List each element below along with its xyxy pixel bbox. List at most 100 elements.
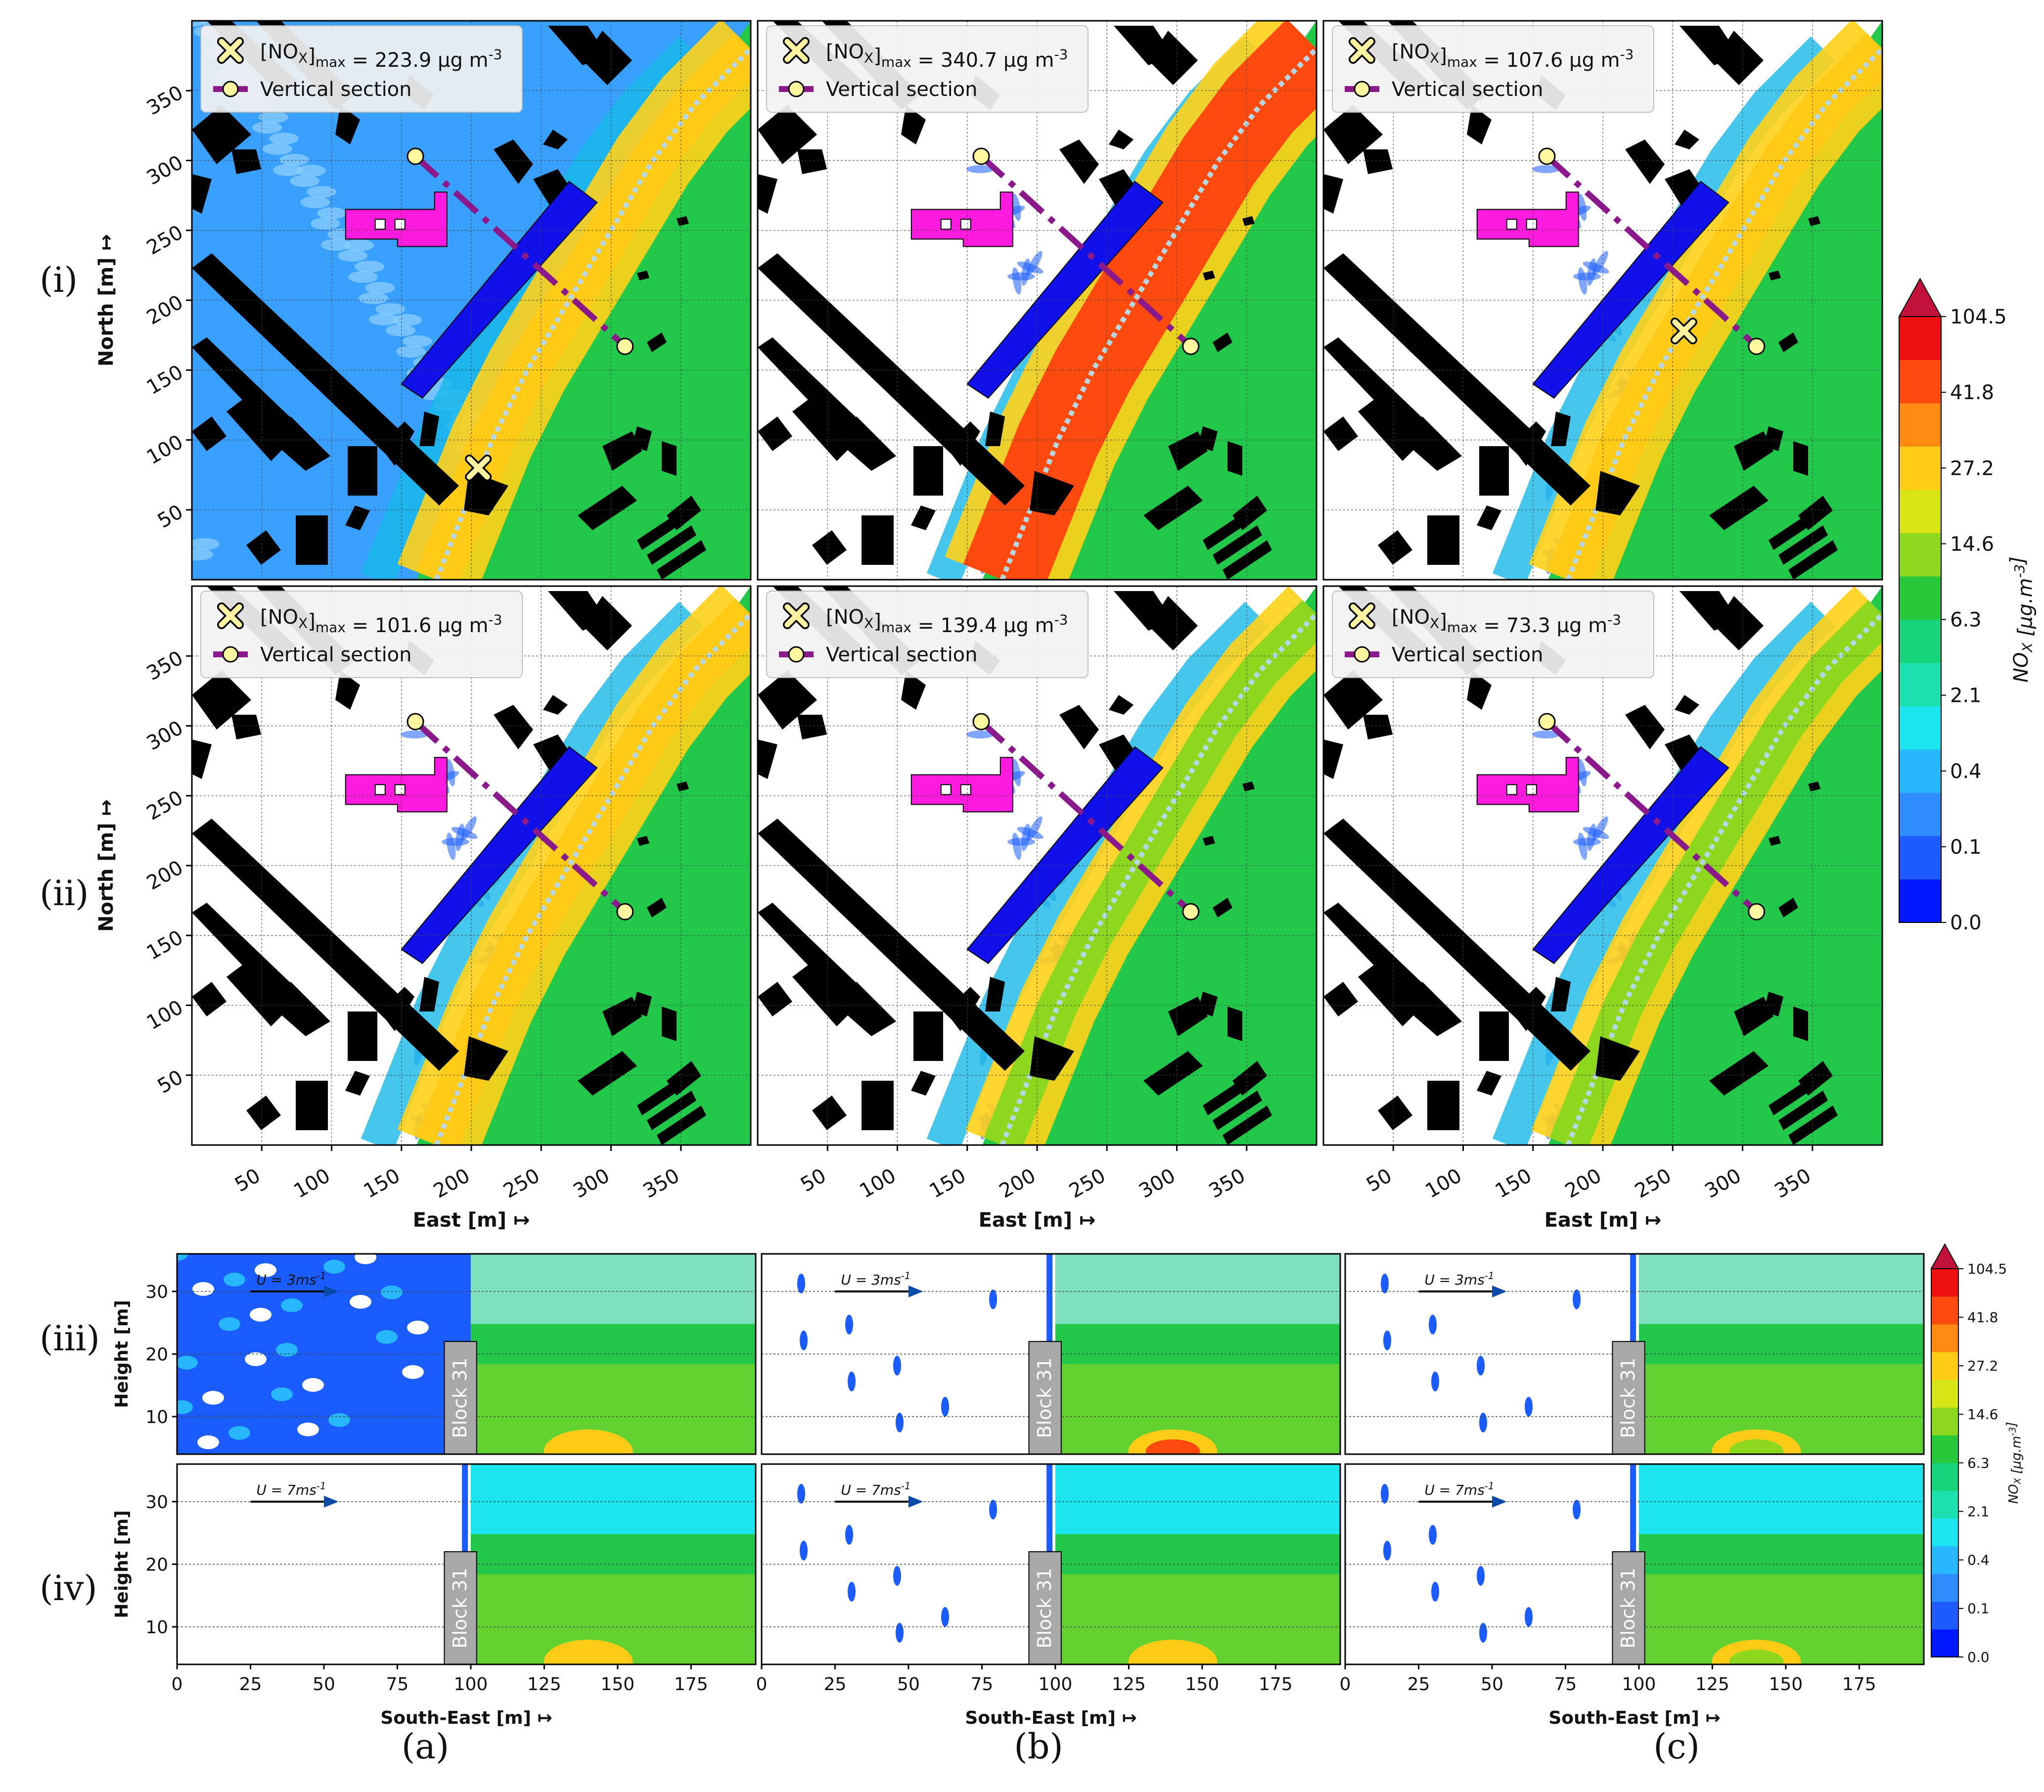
max-concentration-label: [NOX]max = 101.6 μg m-3: [260, 606, 502, 637]
text-run: ]: [873, 610, 881, 633]
x-tick-label: 100: [1421, 1164, 1465, 1203]
ground-hotspot-core: [1145, 1439, 1200, 1454]
section-legend-label: Vertical section: [826, 78, 978, 101]
map-speckle: [386, 324, 415, 336]
y-tick-label: 350: [143, 81, 187, 120]
block-31-building: [1612, 1341, 1645, 1454]
circle-line-marker-icon: [222, 646, 239, 663]
y-tick-label: 100: [143, 430, 187, 469]
x-tick-label: 150: [1492, 1164, 1536, 1203]
map-plot-area: [192, 586, 751, 1145]
map-speckle: [321, 239, 351, 251]
map-plot-area: [1323, 586, 1882, 1145]
colorbar-segment: [1899, 663, 1941, 706]
upwind-patch: [381, 1286, 403, 1299]
section-plot-area: Block 31 U = 3ms-1: [762, 1254, 1340, 1454]
y-tick-label: 300: [143, 151, 187, 189]
superscript: -1: [317, 1480, 326, 1492]
map-speckle: [311, 218, 340, 230]
wind-arrow-head: [323, 1495, 339, 1508]
column-labels: (a) (b) (c): [402, 1726, 1700, 1767]
colorbar-segment: [1899, 576, 1941, 620]
superscript: -3: [2007, 1427, 2018, 1436]
section-panel: Block 31 U = 7ms-1 0 25 50 75 100 125 150 175 Sout…: [756, 1463, 1341, 1728]
map-frame: [1322, 20, 1883, 581]
x-tick-label: 350: [1205, 1164, 1249, 1203]
max-marker: [466, 456, 490, 480]
x-marker-icon: [784, 604, 808, 628]
upwind-patch: [302, 1378, 324, 1392]
map-speckle: [348, 271, 378, 283]
x-tick-label: 25: [1408, 1674, 1430, 1695]
courtyard: [1526, 219, 1537, 230]
subscript: X: [1430, 49, 1439, 66]
colorbar-extension: [1898, 277, 1942, 317]
upwind-patch: [797, 1274, 805, 1293]
x-tick-label: 150: [1769, 1674, 1803, 1695]
wind-speed-label: U = 3ms-1: [256, 1270, 326, 1288]
upwind-patch: [845, 1315, 853, 1334]
text-run: [μg.m: [2009, 1436, 2024, 1478]
x-tick-label: 25: [239, 1674, 262, 1695]
x-tick-label: 75: [1554, 1674, 1577, 1695]
x-tick-label: 175: [674, 1674, 708, 1695]
section-panel: Block 31 U = 3ms-1: [1344, 1253, 1925, 1455]
vertical-section-line: [1544, 154, 1759, 349]
colorbar-tick-label: 0.0: [1950, 912, 1982, 934]
x-tick-label: 125: [527, 1674, 561, 1695]
superscript: -1: [317, 1270, 326, 1282]
y-tick-label: 20: [145, 1555, 168, 1575]
colorbar: 104.5 41.8 27.2 14.6 6.3 2.1 0.4 0.1 0.0 NOX [μg.…: [1930, 1243, 2024, 1665]
colorbar-label: NOX [μg.m-3]: [2004, 1422, 2024, 1504]
text-run: [NO: [826, 41, 864, 63]
upwind-patch: [1429, 1315, 1437, 1334]
courtyard: [960, 784, 971, 795]
colorbar-tick-label: 41.8: [1950, 381, 1994, 404]
map-filament: [1592, 251, 1608, 276]
x-marker-icon: [219, 39, 242, 62]
section-end-marker: [616, 337, 634, 355]
map-speckle: [344, 239, 374, 251]
y-tick-label: 30: [145, 1492, 168, 1513]
x-tick-label: 250: [500, 1164, 544, 1203]
x-tick-label: 75: [386, 1674, 409, 1695]
upwind-patch: [893, 1566, 901, 1586]
upper-layer: [1055, 1254, 1340, 1324]
subscript: max: [1447, 619, 1477, 636]
map-speckle: [317, 207, 347, 219]
superscript: -3: [1620, 46, 1634, 62]
x-tick-label: 0: [172, 1674, 183, 1695]
text-run: NO: [2010, 652, 2033, 683]
courtyard: [374, 219, 386, 230]
section-start-marker: [1538, 713, 1556, 731]
courtyard: [1506, 219, 1517, 230]
upwind-patch: [1479, 1413, 1487, 1432]
text-run: U = 3ms: [256, 1272, 316, 1288]
colorbar-tick-label: 0.0: [1967, 1649, 1990, 1665]
column-label: (a): [402, 1726, 449, 1767]
subscript: max: [316, 619, 346, 636]
section-start-marker: [1538, 147, 1556, 165]
map-speckle: [296, 165, 326, 177]
upwind-patch: [228, 1426, 250, 1440]
x-axis-label: East [m] ↦: [413, 1209, 530, 1232]
block-31-building: [1028, 1551, 1062, 1664]
road-centerline: [434, 612, 751, 1145]
upwind-patch: [800, 1541, 808, 1561]
building-label: Block 31: [1034, 1357, 1055, 1438]
map-plot-area: [1323, 21, 1882, 580]
vertical-section-line: [413, 719, 627, 914]
y-tick-label: 100: [143, 996, 187, 1034]
wind-arrow-head: [908, 1285, 923, 1297]
map-legend: [NOX]max = 107.6 μg m-3 Vertical section: [1332, 25, 1654, 113]
text-run: U = 7ms: [256, 1482, 316, 1498]
section-plot-area: Block 31 U = 7ms-1: [762, 1464, 1340, 1664]
subscript: X: [298, 615, 308, 631]
map-speckle: [369, 314, 399, 325]
text-run: [NO: [1392, 41, 1430, 63]
x-tick-label: 250: [1065, 1164, 1109, 1203]
map-legend: [NOX]max = 223.9 μg m-3 Vertical section: [200, 25, 523, 113]
map-filament: [1011, 759, 1021, 786]
